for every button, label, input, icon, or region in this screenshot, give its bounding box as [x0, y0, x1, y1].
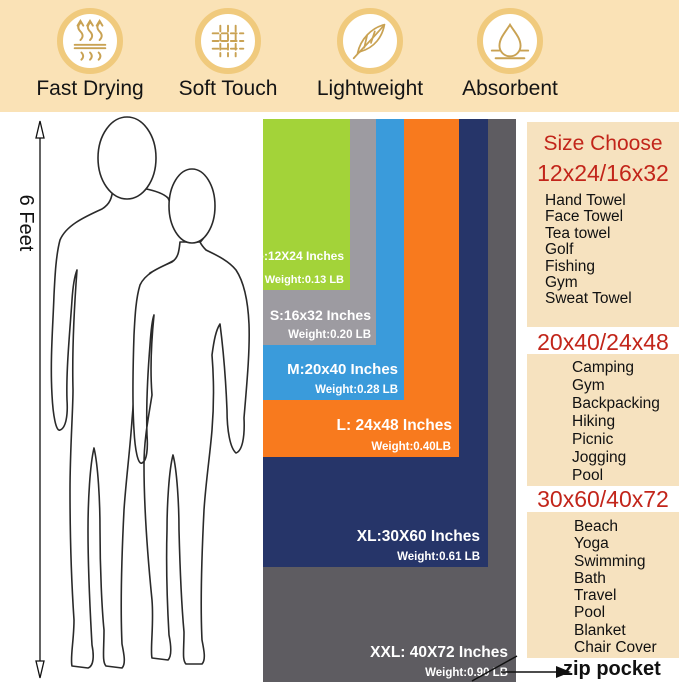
towel-weight-label: Weight:0.13 LB — [264, 274, 344, 286]
towel-size-label: M:20x40 Inches — [287, 361, 398, 378]
dim-heading-small: 12x24/16x32 — [537, 160, 669, 186]
list-item: Bath — [574, 569, 606, 587]
usage-list-large: Beach Yoga Swimming Bath Travel Pool Bla… — [527, 512, 679, 656]
usage-group-medium: Camping Gym Backpacking Hiking Picnic Jo… — [527, 354, 679, 486]
towel-size-xs: XS:12X24 Inches Weight:0.13 LB — [243, 119, 350, 290]
list-item: Beach — [574, 518, 618, 535]
feature-fast-drying: Fast Drying — [20, 8, 160, 101]
feature-label: Soft Touch — [178, 77, 278, 100]
list-item: Camping — [572, 359, 635, 376]
list-item: Chair Cover — [574, 639, 657, 657]
list-item: Picnic — [572, 431, 614, 448]
dim-heading-large: 30x60/40x72 — [537, 486, 669, 512]
human-figures-drawing — [35, 116, 250, 679]
towel-weight-label: Weight:0.61 LB — [397, 551, 480, 563]
list-item: Fishing — [545, 257, 595, 275]
usage-list-medium: Camping Gym Backpacking Hiking Picnic Jo… — [527, 354, 679, 485]
list-item: Blanket — [574, 621, 626, 639]
towel-size-label: S:16x32 Inches — [269, 307, 371, 323]
list-item: Pool — [574, 604, 606, 622]
feature-absorbent: Absorbent — [440, 8, 580, 101]
towel-size-label: XL:30X60 Inches — [356, 528, 480, 545]
feature-label: Lightweight — [316, 77, 424, 100]
feature-lightweight: Lightweight — [300, 8, 440, 101]
list-item: Gym — [572, 377, 605, 394]
towel-size-label: XXL: 40X72 Inches — [370, 644, 508, 661]
list-item: Sweat Towel — [545, 290, 632, 308]
list-item: Golf — [545, 241, 574, 259]
towel-weight-label: Weight:0.28 LB — [315, 384, 398, 396]
towel-size-label: XS:12X24 Inches — [242, 247, 344, 264]
feather-icon — [337, 8, 403, 74]
feature-soft-touch: Soft Touch — [158, 8, 298, 101]
list-item: Swimming — [574, 552, 646, 570]
usage-group-small: Size Choose 12x24/16x32 Hand Towel Face … — [527, 122, 679, 327]
list-item: Hand Towel — [545, 192, 626, 209]
list-item: Pool — [572, 467, 604, 484]
list-item: Backpacking — [572, 395, 660, 412]
dim-heading-medium: 20x40/24x48 — [537, 329, 669, 355]
feature-label: Fast Drying — [36, 77, 144, 100]
list-item: Tea towel — [545, 224, 611, 242]
panel-title: Size Choose — [543, 132, 663, 155]
list-item: Hiking — [572, 413, 616, 430]
fabric-weave-icon — [195, 8, 261, 74]
woman-outline — [132, 168, 250, 665]
list-item: Yoga — [574, 535, 609, 553]
feature-label: Absorbent — [462, 77, 558, 100]
list-item: Jogging — [572, 449, 627, 466]
towel-size-label: L: 24x48 Inches — [336, 417, 452, 434]
towel-weight-label: Weight:0.20 LB — [288, 329, 371, 341]
list-item: Gym — [545, 274, 578, 292]
list-item: Travel — [574, 587, 617, 605]
usage-group-large: Beach Yoga Swimming Bath Travel Pool Bla… — [527, 512, 679, 658]
steam-arrows-icon — [57, 8, 123, 74]
usage-list-small: Hand Towel Face Towel Tea towel Golf Fis… — [527, 187, 679, 308]
list-item: Face Towel — [545, 208, 624, 226]
feature-banner: Fast Drying Soft Touch Lightweight — [0, 0, 679, 112]
towel-weight-label: Weight:0.40LB — [371, 441, 451, 453]
zip-pocket-label: zip pocket — [563, 658, 661, 680]
water-drop-icon — [477, 8, 543, 74]
towel-weight-label: Weight:0.90 LB — [425, 667, 508, 679]
